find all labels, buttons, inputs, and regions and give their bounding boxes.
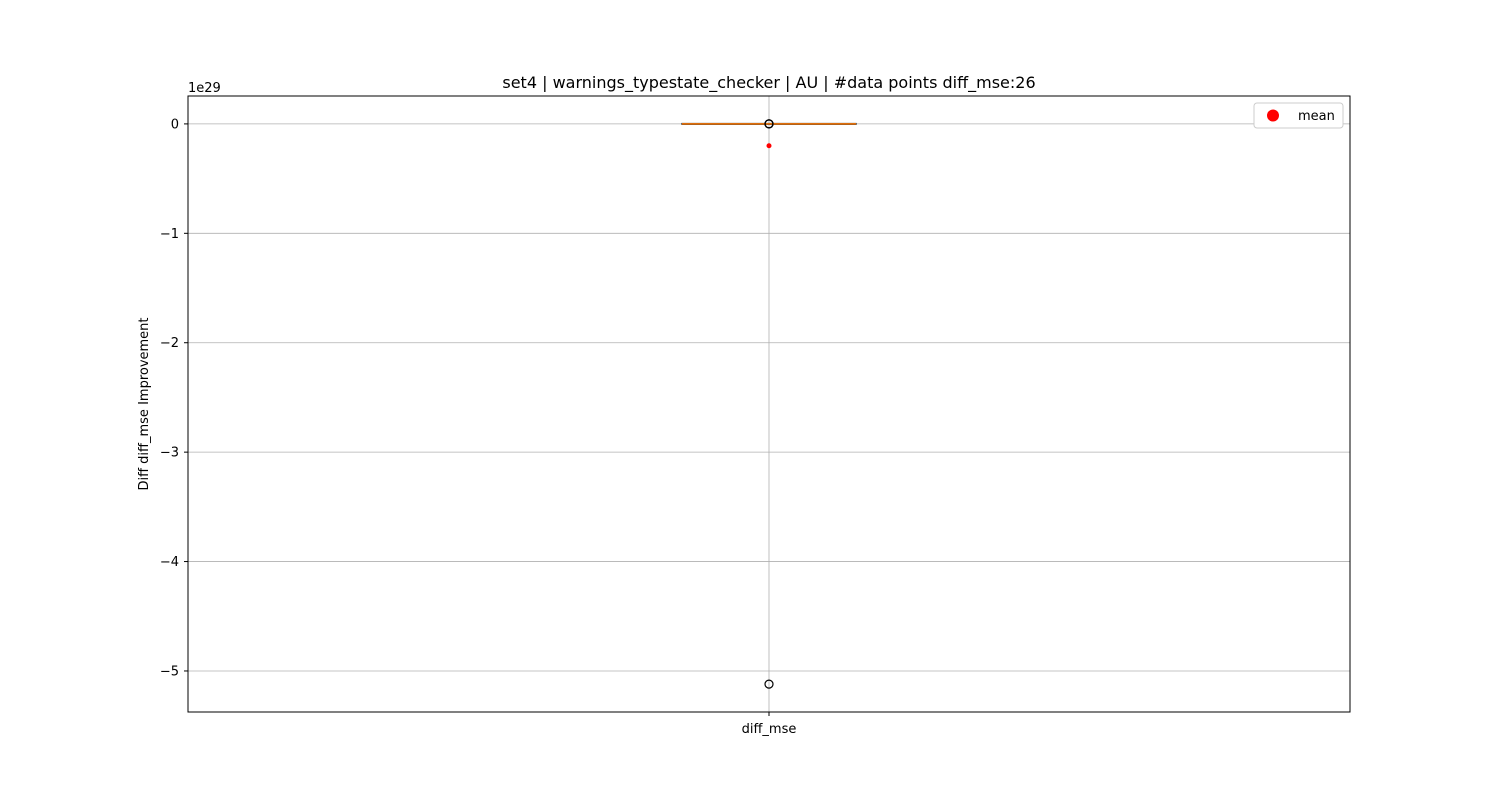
y-tick-label: −5 [160,664,179,679]
legend-box [1253,102,1344,129]
x-tick-label: diff_mse [742,722,797,737]
box-plot-group [681,119,857,689]
legend-mean-marker [1267,109,1279,122]
outlier-point [764,119,774,129]
y-tick-label: −1 [160,227,179,242]
y-tick-label: −2 [160,336,179,351]
mean-point [766,143,772,149]
plot-frame [187,95,1351,713]
grid-lines [188,96,1350,712]
y-tick-label: −4 [160,555,179,570]
y-axis-ticks: 0 −1 −2 −3 −4 −5 [160,117,188,679]
y-offset-label: 1e29 [188,81,221,96]
legend-mean-label: mean [1298,109,1335,124]
y-tick-label: −3 [160,446,179,461]
x-axis-ticks: diff_mse [742,712,797,737]
y-axis-label: Diff diff_mse Improvement [137,317,152,490]
outlier-point [764,679,774,689]
legend: mean [1253,102,1344,129]
y-tick-label: 0 [171,117,179,132]
chart-title: set4 | warnings_typestate_checker | AU |… [502,73,1035,93]
